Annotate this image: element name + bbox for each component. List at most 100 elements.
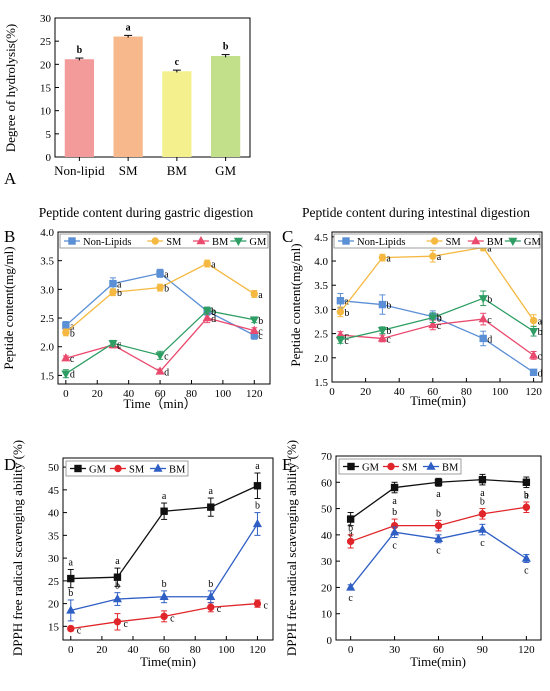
series-line [340, 300, 534, 373]
legend-c: Non-Lipids SM BM GM [333, 233, 541, 249]
point-letter-label: d [487, 334, 492, 345]
point-letter-label: c [258, 327, 263, 338]
legend-label: SM [166, 237, 182, 248]
point-letter-label: c [392, 540, 397, 551]
data-point [478, 475, 487, 484]
y-tick-label: 10 [40, 106, 52, 118]
y-tick-label: 20 [48, 599, 60, 611]
data-point [521, 553, 531, 562]
x-axis-label-e: Time(min) [410, 654, 466, 669]
y-tick-label: 4.0 [314, 256, 328, 268]
point-letter-label: d [70, 370, 75, 381]
point-letter-label: a [162, 491, 167, 502]
data-point [155, 352, 165, 361]
point-letter-label: a [344, 297, 349, 308]
x-tick-label: BM [167, 163, 188, 178]
data-point [207, 603, 215, 611]
point-letter-label: b [437, 314, 442, 325]
legend-e: GM SM BM [338, 458, 462, 475]
y-axis-label-d: DPPH free radical scavenging ability (%) [10, 440, 25, 656]
y-tick-label: 4.5 [314, 232, 328, 244]
point-letter-label: c [524, 565, 529, 576]
data-point [477, 524, 487, 533]
data-point [529, 368, 538, 377]
series-sm: bb baa [62, 260, 263, 339]
y-tick-label: 45 [48, 485, 60, 497]
data-point [112, 594, 122, 603]
data-point [377, 333, 387, 342]
point-letter-label: c [344, 336, 349, 347]
data-point [346, 537, 355, 546]
point-letter-label: b [480, 497, 485, 508]
x-tick-label: Non-lipid [54, 163, 105, 178]
data-point [62, 321, 70, 330]
legend-label: SM [129, 465, 145, 476]
data-point [346, 582, 356, 591]
legend-label: Non-Lipids [357, 237, 405, 248]
bar-letter-label: b [223, 42, 229, 53]
point-letter-label: c [117, 339, 122, 350]
data-point [252, 518, 262, 528]
legend-marker [430, 237, 439, 245]
legend-marker [426, 461, 436, 470]
panel-c: C Peptide content during intestinal diges… [282, 205, 543, 408]
point-letter-label: b [255, 501, 260, 512]
point-letter-label: a [480, 488, 485, 499]
x-tick-label: 0 [348, 644, 354, 656]
point-letter-label: b [211, 307, 216, 318]
legend-marker [342, 237, 350, 245]
data-point [67, 574, 75, 583]
y-axis-label-a: Degree of hydrolysis(%) [3, 24, 18, 153]
y-tick-label: 10 [321, 609, 333, 621]
legend-label: BM [212, 237, 229, 248]
x-tick-label: 100 [492, 386, 509, 398]
point-letter-label: c [217, 604, 222, 615]
point-letter-label: b [115, 581, 120, 592]
bar-letter-label: b [77, 45, 83, 56]
x-tick-label: 40 [123, 388, 135, 400]
point-letter-label: d [164, 367, 169, 378]
x-axis-label-c: Time(min) [410, 393, 466, 408]
point-letter-label: c [480, 538, 485, 549]
legend-marker [347, 462, 355, 471]
x-tick-label: 0 [329, 386, 335, 398]
legend-label: SM [402, 463, 418, 474]
point-letter-label: b [487, 294, 492, 305]
y-axis-label-c: Peptide content(mg/ml) [288, 243, 303, 366]
y-tick-label: 25 [48, 576, 60, 588]
point-letter-label: a [348, 529, 353, 540]
legend-box [59, 233, 269, 249]
x-tick-label: 80 [461, 386, 473, 398]
data-point [108, 340, 118, 349]
x-tick-label: 20 [92, 388, 104, 400]
y-tick-label: 3.0 [40, 284, 54, 296]
point-letter-label: c [386, 334, 391, 345]
x-tick-label: 120 [518, 644, 535, 656]
x-tick-label: 20 [360, 386, 372, 398]
x-tick-label: 80 [190, 644, 202, 656]
data-point [67, 624, 75, 633]
y-tick-label: 40 [48, 508, 60, 520]
x-axis-label-b: Time（min） [123, 396, 196, 411]
point-letter-label: c [344, 331, 349, 342]
panel-label-a: A [4, 169, 17, 188]
legend-marker [74, 464, 82, 473]
data-point [428, 319, 438, 329]
x-tick-label: 40 [128, 644, 140, 656]
point-letter-label: d [538, 368, 543, 379]
point-letter-label: c [123, 619, 128, 630]
panel-b-frame [57, 231, 271, 385]
point-letter-label: c [436, 546, 441, 557]
legend-label: GM [89, 465, 107, 476]
point-letter-label: a [164, 269, 169, 280]
panel-b: B Peptide content during gastric digestio… [1, 205, 271, 411]
panel-a: A Degree of hydrolysis(%) 0 5 10 15 20 25 30 b Non… [3, 13, 251, 188]
point-letter-label: a [69, 557, 74, 568]
x-tick-label: 100 [218, 644, 235, 656]
x-tick-label: SM [119, 163, 138, 178]
point-letter-label: b [436, 508, 441, 519]
x-tick-label: 120 [246, 388, 263, 400]
x-tick-label: 120 [525, 386, 542, 398]
data-point [478, 314, 488, 323]
